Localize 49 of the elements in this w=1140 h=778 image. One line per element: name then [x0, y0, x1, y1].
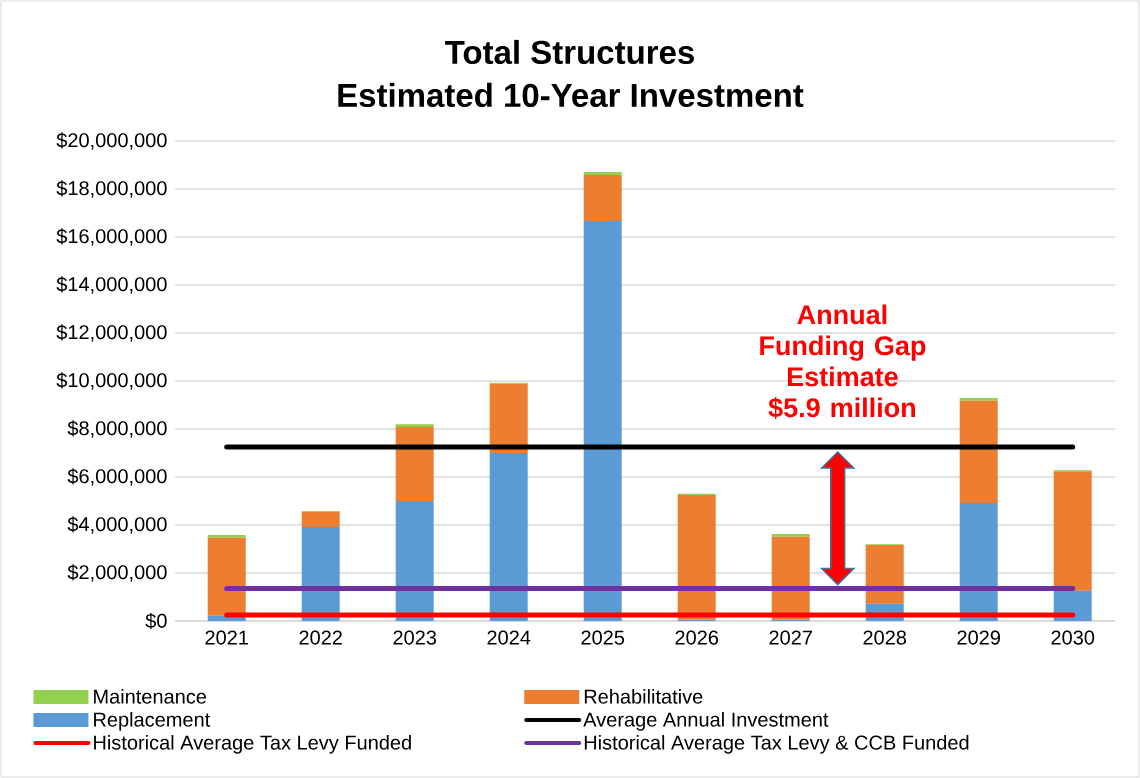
- bar: [489, 452, 528, 621]
- x-tick-label: 2026: [675, 630, 719, 645]
- y-tick-label: $2,000,000: [67, 564, 167, 582]
- bar: [207, 535, 246, 538]
- legend-label: Rehabilitative: [584, 689, 703, 704]
- x-tick-label: 2022: [299, 630, 342, 645]
- chart-title: Total Structures: [445, 39, 694, 65]
- bar: [395, 427, 434, 501]
- chart-subtitle: Estimated 10-Year Investment: [338, 82, 804, 108]
- bar: [959, 502, 998, 621]
- x-tick-label: 2021: [205, 630, 248, 645]
- bar: [489, 383, 528, 453]
- bar: [677, 494, 716, 620]
- y-tick-label: $6,000,000: [67, 468, 167, 486]
- bar: [395, 424, 434, 428]
- x-tick-label: 2030: [1051, 630, 1095, 645]
- legend-label: Replacement: [94, 712, 211, 731]
- legend-label: Historical Average Tax Levy Funded: [94, 735, 411, 754]
- bar: [207, 537, 246, 616]
- bar: [1053, 471, 1092, 591]
- bar: [865, 544, 904, 604]
- bar: [1053, 590, 1092, 621]
- x-tick-label: 2023: [393, 630, 437, 645]
- x-tick-label: 2025: [581, 630, 625, 645]
- legend-label: Average Annual Investment: [583, 712, 829, 731]
- bar: [959, 400, 998, 503]
- y-tick-label: $0: [145, 612, 167, 630]
- x-tick-label: 2024: [487, 630, 531, 645]
- x-tick-label: 2027: [769, 630, 812, 645]
- bar: [583, 220, 622, 621]
- bar: [771, 534, 810, 537]
- bar: [301, 511, 340, 527]
- legend-label: Historical Average Tax Levy & CCB Funded: [584, 735, 969, 754]
- y-tick-label: $4,000,000: [67, 516, 167, 534]
- annotation: Annual Funding Gap Estimate $5.9 million: [760, 304, 926, 420]
- y-tick-label: $18,000,000: [56, 180, 167, 198]
- bar: [959, 398, 998, 401]
- x-tick-label: 2028: [863, 630, 907, 645]
- y-tick-label: $12,000,000: [56, 324, 167, 342]
- bar: [583, 175, 622, 221]
- y-tick-label: $20,000,000: [56, 132, 167, 150]
- bar: [395, 500, 434, 621]
- y-tick-label: $8,000,000: [67, 420, 167, 438]
- y-tick-label: $16,000,000: [56, 228, 167, 246]
- legend-label: Maintenance: [94, 689, 207, 704]
- bar: [583, 171, 622, 176]
- y-tick-label: $10,000,000: [56, 372, 167, 390]
- x-tick-label: 2029: [957, 630, 1000, 645]
- y-tick-label: $14,000,000: [56, 276, 167, 294]
